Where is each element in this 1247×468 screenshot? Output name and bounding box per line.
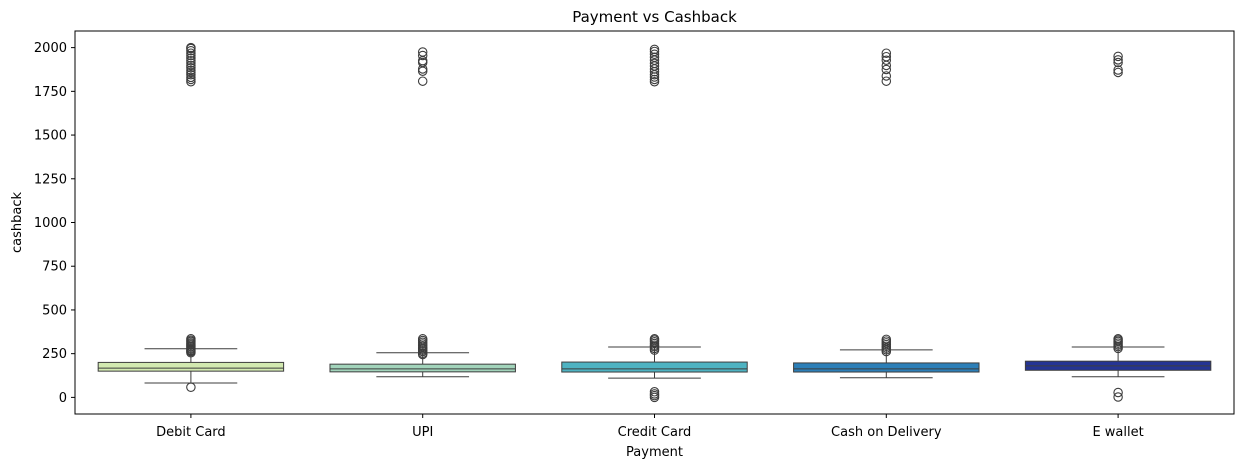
outlier-point [1113,387,1123,398]
outlier-point [649,334,660,344]
box-iqr [97,361,285,372]
x-tick-label: UPI [412,425,433,440]
outlier-point [186,69,196,80]
outlier-point [881,76,892,86]
x-tick-label: Debit Card [156,425,226,440]
box-group [1024,51,1212,402]
outlier-point [881,71,892,81]
outlier-point [881,334,892,345]
outlier-point [1113,392,1123,402]
outlier-point [186,53,196,63]
outlier-point [649,58,660,69]
outlier-point [1113,55,1123,65]
y-axis-ticks: 0 250 500 750 1000 1250 1500 1750 2000 [34,41,75,406]
box-iqr [561,361,748,373]
outlier-point [881,55,892,65]
plot-area [97,42,1212,403]
outlier-point [186,76,196,87]
box-group [561,44,748,403]
y-tick-label: 1750 [34,85,67,100]
outlier-point [417,50,428,61]
outlier-point [186,334,196,344]
outlier-point [186,55,196,66]
y-tick-label: 500 [42,303,67,318]
x-tick-label: Cash on Delivery [831,425,942,440]
outlier-point [417,334,428,344]
outlier-point [649,387,660,397]
box-iqr [793,362,980,373]
y-tick-label: 0 [59,391,67,406]
box-group [793,48,980,379]
outlier-point [417,76,428,86]
y-tick-label: 750 [42,260,67,275]
outlier-point [1113,334,1123,344]
box-group [97,42,285,392]
outlier-point [186,65,196,76]
outlier-point [186,72,196,83]
outlier-point [1113,51,1123,62]
y-axis-label: cashback [10,192,25,253]
outlier-point [186,62,196,73]
x-tick-label: E wallet [1092,425,1143,440]
outlier-point [186,60,196,71]
x-tick-label: Credit Card [618,425,692,440]
outlier-point [186,42,196,53]
outlier-point [186,48,196,58]
x-axis-label: Payment [626,445,683,460]
outlier-point [881,48,892,58]
outlier-point [186,382,196,392]
y-tick-label: 1250 [34,172,67,187]
box-iqr [329,363,516,373]
outlier-point [186,58,196,68]
outlier-point [1113,65,1123,75]
box-group [329,47,516,378]
outlier-point [649,76,660,87]
outlier-point [649,49,660,60]
outlier-point [649,44,660,55]
y-tick-label: 1500 [34,129,67,144]
outlier-point [881,51,892,62]
outlier-point [1113,67,1123,78]
chart-title: Payment vs Cashback [572,8,737,26]
plot-frame [74,30,1235,415]
y-tick-label: 250 [42,347,67,362]
x-axis-ticks: Debit Card UPI Credit Card Cash on Delivery… [156,414,1144,440]
outlier-point [881,64,892,75]
outlier-point [417,47,428,57]
y-tick-label: 2000 [34,41,67,56]
y-tick-label: 1000 [34,216,67,231]
outlier-point [186,46,196,56]
outlier-point [1113,57,1123,68]
outlier-point [649,74,660,85]
